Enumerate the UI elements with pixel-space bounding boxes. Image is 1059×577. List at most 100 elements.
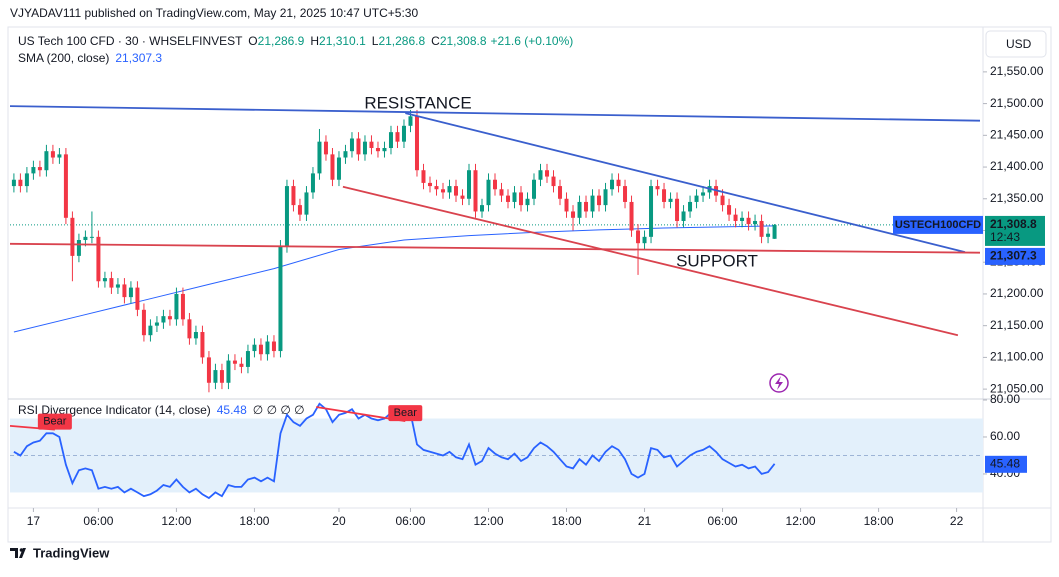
candle-body bbox=[440, 189, 445, 193]
candle-body bbox=[694, 195, 699, 202]
symbol: US Tech 100 CFD · 30 · WHSELFINVEST bbox=[18, 34, 243, 48]
logo-dot bbox=[19, 548, 24, 552]
x-tick-label: 21 bbox=[638, 514, 652, 528]
ohlc-key: H bbox=[310, 34, 319, 48]
candle-body bbox=[701, 192, 706, 196]
candle-body bbox=[213, 370, 218, 383]
candle-body bbox=[18, 179, 23, 187]
x-tick-label: 06:00 bbox=[708, 514, 738, 528]
candle-body bbox=[466, 170, 471, 199]
candle-body bbox=[265, 341, 270, 355]
candle-body bbox=[323, 141, 328, 155]
ohlc-key: C bbox=[431, 34, 440, 48]
footer-brand: TradingView bbox=[33, 545, 110, 560]
x-tick-label: 18:00 bbox=[551, 514, 581, 528]
currency[interactable]: USD bbox=[1006, 37, 1032, 51]
legend: US Tech 100 CFD · 30 · WHSELFINVEST O21,2… bbox=[18, 34, 573, 48]
candle-body bbox=[564, 198, 569, 212]
candle-body bbox=[649, 186, 654, 237]
candle-body bbox=[135, 287, 140, 310]
candle-body bbox=[414, 116, 419, 171]
trend-line bbox=[9, 105, 981, 122]
y-tick-label: 21,350.00 bbox=[990, 191, 1044, 205]
candle-body bbox=[447, 186, 452, 193]
candle-body bbox=[512, 192, 517, 202]
sma-name: SMA (200, close) bbox=[18, 51, 109, 65]
candle-body bbox=[154, 322, 159, 326]
candle-body bbox=[232, 360, 237, 364]
candle-body bbox=[525, 198, 530, 206]
symbol-tag bbox=[893, 215, 983, 234]
sma-tag bbox=[985, 247, 1045, 265]
candle-body bbox=[226, 360, 231, 383]
candle-body bbox=[161, 316, 166, 323]
candle-body bbox=[193, 332, 198, 339]
candle-body bbox=[57, 154, 62, 158]
x-tick-label: 12:00 bbox=[161, 514, 191, 528]
candle-body bbox=[362, 141, 367, 155]
candle-body bbox=[453, 186, 458, 196]
currency-button[interactable] bbox=[985, 30, 1047, 58]
y-tick-label: 21,150.00 bbox=[990, 318, 1044, 332]
flash-icon[interactable] bbox=[769, 373, 789, 393]
rsi-tag-label: 45.48 bbox=[990, 456, 1020, 470]
countdown-label: 12:43 bbox=[990, 230, 1020, 244]
candle-body bbox=[616, 179, 621, 187]
candle-body bbox=[642, 236, 647, 244]
ohlc-value: 21,308.8 bbox=[440, 34, 487, 48]
y-tick-label: 21,100.00 bbox=[990, 350, 1044, 364]
divergence-tag bbox=[37, 413, 72, 430]
divergence-tag bbox=[388, 405, 423, 422]
symbol-tag-label: USTECH100CFD bbox=[895, 219, 981, 231]
y-tick-label: 21,450.00 bbox=[990, 127, 1044, 141]
ohlc-value: 21,286.9 bbox=[258, 34, 305, 48]
candle-body bbox=[349, 138, 354, 152]
candle-body bbox=[219, 370, 224, 383]
candle-body bbox=[258, 344, 263, 355]
candle-body bbox=[408, 116, 413, 126]
flash-bolt[interactable] bbox=[775, 376, 783, 390]
candle-body bbox=[167, 316, 172, 320]
change: +21.6 (+0.10%) bbox=[491, 34, 574, 48]
candle-body bbox=[206, 357, 211, 383]
candle-body bbox=[239, 363, 244, 367]
divergence-label: Bear bbox=[394, 407, 418, 419]
candle-body bbox=[532, 179, 537, 199]
candle-body bbox=[336, 157, 341, 180]
candle-body bbox=[603, 189, 608, 206]
y-tick-label: 21,200.00 bbox=[990, 286, 1044, 300]
candle-body bbox=[434, 186, 439, 190]
flash-circle[interactable] bbox=[769, 373, 789, 393]
candle-body bbox=[395, 132, 400, 142]
candle-body bbox=[479, 205, 484, 212]
candle-body bbox=[304, 192, 309, 215]
candle-body bbox=[375, 148, 380, 152]
x-tick-label: 12:00 bbox=[786, 514, 816, 528]
candle-body bbox=[76, 240, 81, 256]
last-price-tag bbox=[985, 215, 1045, 246]
candle-body bbox=[727, 205, 732, 215]
rsi-flags: ∅ ∅ ∅ ∅ bbox=[253, 403, 305, 417]
candle-body bbox=[545, 170, 550, 177]
candle-body bbox=[551, 176, 556, 187]
candle-body bbox=[271, 341, 276, 352]
x-tick-label: 17 bbox=[27, 514, 41, 528]
candle-body bbox=[63, 154, 68, 218]
candle-body bbox=[506, 195, 511, 202]
candle-body bbox=[187, 319, 192, 339]
candle-body bbox=[115, 284, 120, 288]
sma-line bbox=[13, 225, 775, 333]
candle-body bbox=[401, 125, 406, 142]
candle-body bbox=[369, 141, 374, 149]
candle-body bbox=[720, 195, 725, 206]
footer-logo bbox=[10, 548, 26, 558]
candle-body bbox=[31, 167, 36, 174]
candle-body bbox=[538, 170, 543, 180]
candle-body bbox=[141, 309, 146, 336]
candle-body bbox=[421, 170, 426, 183]
rsi-value: 45.48 bbox=[217, 403, 247, 417]
candle-body bbox=[310, 173, 315, 193]
candle-body bbox=[278, 246, 283, 352]
candle-body bbox=[753, 220, 758, 225]
candle-body bbox=[662, 189, 667, 202]
